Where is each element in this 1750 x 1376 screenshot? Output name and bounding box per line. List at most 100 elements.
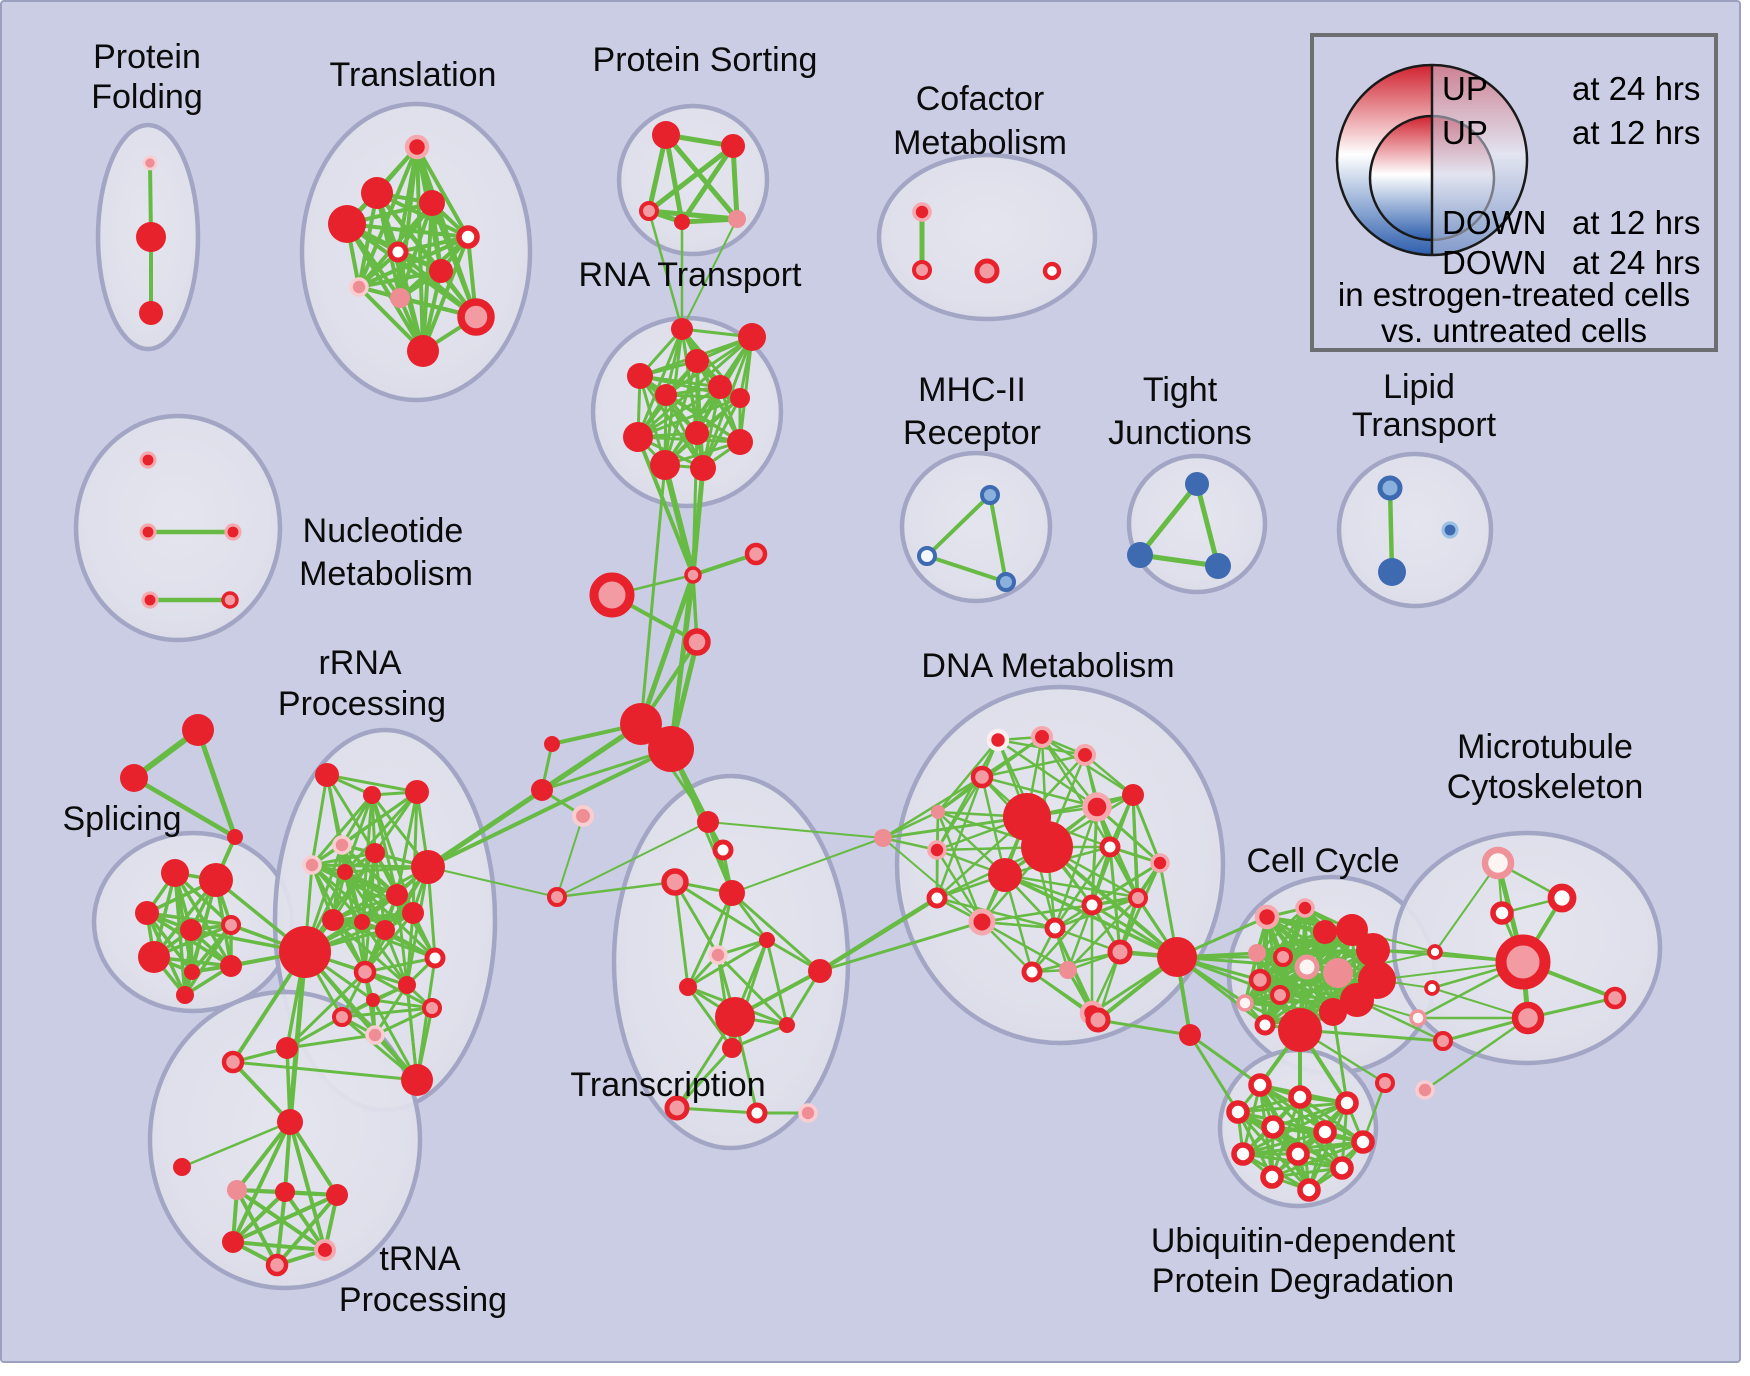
network-edge <box>980 920 1070 972</box>
network-edge <box>395 790 419 897</box>
network-node <box>661 868 689 896</box>
network-edge <box>817 895 940 974</box>
network-edge <box>373 1006 434 1037</box>
network-edge <box>765 938 789 1027</box>
cluster-ellipse-mhc-ii-receptor <box>899 450 1053 604</box>
network-node <box>722 1038 742 1058</box>
network-edge <box>1194 481 1221 569</box>
network-node <box>1059 961 1077 979</box>
network-node <box>655 384 677 406</box>
network-node <box>1319 998 1347 1026</box>
network-edge <box>231 1060 292 1124</box>
network-node <box>1378 558 1406 586</box>
network-node <box>1260 1165 1284 1189</box>
network-node <box>279 926 331 978</box>
network-edge <box>1053 845 1112 930</box>
network-node <box>1409 1009 1427 1027</box>
network-node <box>277 1109 303 1135</box>
network-node <box>746 1102 768 1124</box>
cluster-label: Cofactor <box>916 80 1045 118</box>
network-node <box>980 485 1000 505</box>
network-edge <box>231 1240 327 1252</box>
network-edge <box>636 396 742 439</box>
network-node <box>671 318 693 340</box>
network-edge <box>673 880 720 957</box>
network-edge <box>935 896 1057 930</box>
network-node <box>1294 954 1320 980</box>
network-node <box>1157 937 1197 977</box>
network-node <box>798 1103 818 1123</box>
network-node <box>1297 1178 1321 1202</box>
network-edge <box>310 851 377 867</box>
network-edge <box>681 218 738 330</box>
network-edge <box>663 132 685 225</box>
network-node <box>1288 1085 1312 1109</box>
network-node <box>422 998 442 1018</box>
network-node <box>759 932 775 948</box>
network-node <box>730 388 750 408</box>
network-node <box>719 880 745 906</box>
network-edge <box>647 209 684 331</box>
network-edge <box>996 738 1099 809</box>
network-node <box>302 855 322 875</box>
network-node <box>386 884 408 906</box>
network-edge <box>405 911 415 987</box>
network-node <box>1128 888 1148 908</box>
network-edge <box>231 1120 292 1244</box>
network-node <box>180 919 202 941</box>
network-node <box>1351 1130 1375 1154</box>
network-edge <box>662 462 696 578</box>
network-node <box>1248 944 1266 962</box>
cluster-label: MHC-II <box>918 371 1026 409</box>
network-edge <box>673 880 769 942</box>
network-node <box>173 1158 191 1176</box>
network-node <box>366 993 380 1007</box>
network-node <box>1295 898 1315 918</box>
legend-fade-half <box>1432 65 1527 255</box>
network-node <box>589 572 635 618</box>
network-edge <box>701 396 742 470</box>
network-edge <box>556 821 709 898</box>
network-node <box>1481 846 1515 880</box>
network-edge <box>1298 1028 1445 1043</box>
network-edge <box>988 493 1008 584</box>
network-node <box>1427 944 1443 960</box>
network-node <box>332 835 352 855</box>
cluster-label: Folding <box>91 78 203 116</box>
network-node <box>1150 853 1170 873</box>
network-node <box>138 941 170 973</box>
network-node <box>1261 1115 1285 1139</box>
network-node <box>1127 542 1153 568</box>
network-node <box>1433 1031 1453 1051</box>
network-node <box>721 134 745 158</box>
network-node <box>1205 553 1231 579</box>
network-edge <box>345 222 425 353</box>
network-edge <box>936 738 1000 814</box>
network-node <box>456 225 480 249</box>
cluster-label: rRNA <box>318 644 401 682</box>
cluster-label: Transport <box>1352 406 1497 444</box>
network-node <box>1044 917 1066 939</box>
network-node <box>996 572 1016 592</box>
network-edge <box>636 327 684 439</box>
network-edge <box>370 793 399 897</box>
network-node <box>222 1231 244 1253</box>
network-edge <box>1045 845 1179 959</box>
network-edge <box>1090 861 1162 907</box>
network-edge <box>231 1193 339 1244</box>
network-node <box>1313 1120 1337 1144</box>
network-edge <box>716 953 789 1027</box>
network-edge <box>738 335 754 444</box>
network-edge <box>405 865 430 987</box>
network-node <box>652 121 680 149</box>
network-edge <box>340 1015 419 1082</box>
network-node <box>176 986 194 1004</box>
network-edge <box>925 493 992 558</box>
cluster-ellipse-lipid-transport <box>1336 451 1494 609</box>
network-edge <box>303 950 419 1082</box>
network-node <box>1313 920 1337 944</box>
network-edge <box>1387 485 1395 575</box>
network-node <box>322 909 344 931</box>
network-node <box>184 964 200 980</box>
